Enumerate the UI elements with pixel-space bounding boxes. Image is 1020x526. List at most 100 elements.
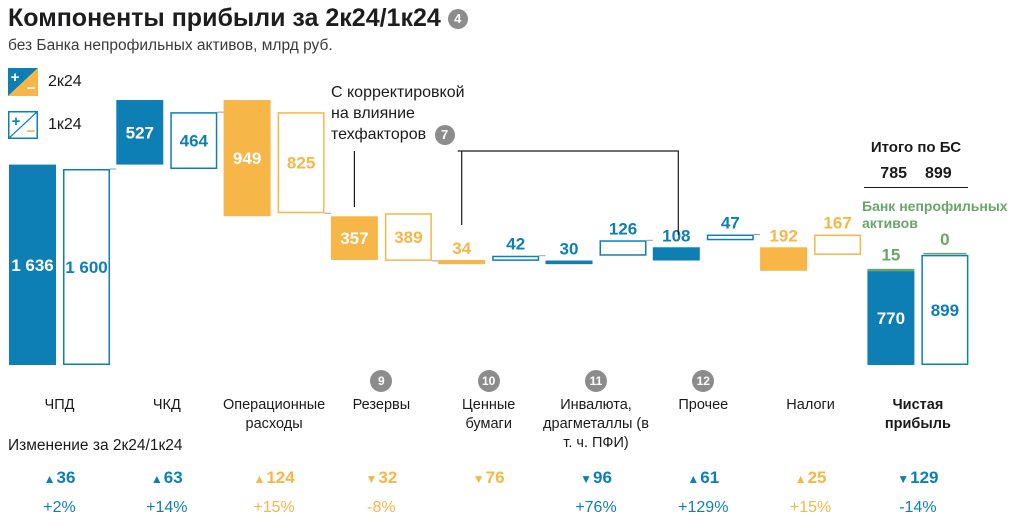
- delta-securities: ▼76: [472, 468, 505, 487]
- totals-title: Итого по БС: [870, 139, 962, 156]
- triangle-up-icon: ▲: [794, 472, 807, 486]
- legend-label: 2к24: [48, 73, 82, 90]
- pct-chkd: +14%: [146, 499, 188, 516]
- data-label-reserves-2k24: 357: [340, 229, 368, 248]
- data-label-other-1k24: 47: [721, 214, 740, 233]
- triangle-up-icon: ▲: [253, 472, 266, 486]
- delta-reserves: ▼32: [365, 468, 398, 487]
- category-badge-fx: 11: [585, 370, 607, 392]
- bar-chkd-1k24: [170, 112, 218, 170]
- bar-taxes-1k24: [814, 234, 862, 255]
- legend-filled-icon: + −: [8, 68, 38, 96]
- npa-label-2k24: 15: [881, 246, 900, 265]
- triangle-up-icon: ▲: [687, 472, 700, 486]
- bar-chpd-2k24: [9, 164, 56, 365]
- data-label-chkd-2k24: 527: [126, 123, 154, 142]
- delta-fx: ▼96: [580, 468, 612, 487]
- pct-opex: +15%: [253, 499, 295, 516]
- pct-reserves: -8%: [367, 499, 396, 516]
- data-label-net-2k24: 770: [877, 309, 905, 328]
- pct-fx: +76%: [575, 499, 617, 516]
- npa-label-1k24: 0: [940, 230, 949, 249]
- bar-reserves-1k24: [384, 213, 432, 261]
- category-label-taxes: Налоги: [786, 397, 835, 413]
- pct-net: -14%: [899, 499, 937, 516]
- bar-reserves-2k24: [330, 216, 378, 261]
- svg-text:+: +: [11, 69, 20, 86]
- bar-fx-2k24: [545, 260, 593, 265]
- bar-opex-2k24: [223, 100, 271, 217]
- bar-securities-2k24: [438, 260, 486, 265]
- category-label-net: Чистая прибыль: [884, 397, 951, 432]
- triangle-down-icon: ▼: [365, 472, 378, 486]
- data-label-fx-2k24: 30: [560, 240, 579, 259]
- category-badge-reserves: 9: [370, 370, 393, 392]
- category-label-securities: Ценные бумаги: [462, 397, 516, 432]
- category-label-other: Прочее: [678, 397, 729, 413]
- category-label-chkd: ЧКД: [152, 397, 181, 413]
- totals-divider: [864, 187, 968, 188]
- delta-net: ▼129: [897, 468, 939, 487]
- note-badge: 7: [434, 124, 455, 145]
- bar-securities-1k24: [492, 255, 540, 261]
- triangle-down-icon: ▼: [472, 472, 485, 486]
- category-badge-securities: 10: [477, 370, 500, 392]
- data-label-securities-2k24: 34: [452, 239, 471, 258]
- npa-label: Банк непрофильных активов: [862, 198, 1008, 231]
- delta-chpd: ▲36: [43, 468, 76, 487]
- svg-text:+: +: [12, 113, 21, 130]
- category-label-opex: Операционные расходы: [222, 397, 326, 432]
- data-label-securities-1k24: 42: [506, 235, 525, 254]
- pct-chpd: +2%: [43, 499, 76, 516]
- title-text: Компоненты прибыли за 2к24/1к24: [8, 4, 441, 32]
- svg-text:−: −: [27, 80, 36, 96]
- triangle-down-icon: ▼: [897, 472, 910, 486]
- bar-chpd-1k24: [63, 169, 110, 365]
- data-label-fx-1k24: 126: [609, 219, 637, 238]
- bar-net-npa-2k24: [867, 268, 915, 272]
- data-label-chkd-1k24: 464: [180, 132, 209, 151]
- data-label-other-2k24: 108: [662, 226, 690, 245]
- data-label-taxes-1k24: 167: [823, 214, 851, 233]
- bar-other-1k24: [706, 234, 754, 241]
- legend-outline-icon: + −: [8, 111, 38, 139]
- legend-item-2k24: + − 2к24: [8, 68, 82, 96]
- delta-chkd: ▲63: [150, 468, 183, 487]
- bar-fx-1k24: [599, 240, 647, 256]
- data-label-chpd-1k24: 1 600: [65, 258, 108, 277]
- data-label-opex-1k24: 825: [287, 154, 315, 173]
- delta-taxes: ▲25: [794, 468, 827, 487]
- totals-block: Итого по БС 785 899: [860, 139, 972, 188]
- bar-chkd-2k24: [116, 100, 164, 165]
- bar-taxes-2k24: [760, 247, 808, 271]
- bar-net-1k24: [921, 254, 969, 365]
- note-line: техфакторов: [331, 126, 427, 143]
- triangle-down-icon: ▼: [580, 472, 592, 486]
- bar-net-2k24: [867, 270, 915, 365]
- note-pointer: [457, 150, 679, 235]
- category-badge-other: 12: [692, 370, 715, 392]
- data-label-opex-2k24: 949: [233, 149, 261, 168]
- legend-label: 1к24: [48, 116, 82, 133]
- data-label-chpd-2k24: 1 636: [11, 256, 54, 275]
- data-label-net-1k24: 899: [931, 301, 959, 320]
- note-line: на влияние: [331, 105, 415, 122]
- change-header: Изменение за 2к24/1к24: [8, 437, 183, 454]
- delta-other: ▲61: [687, 468, 720, 487]
- total-2k24: 785: [880, 165, 907, 182]
- svg-text:−: −: [27, 123, 36, 139]
- data-label-reserves-1k24: 389: [394, 228, 422, 247]
- bar-net-npa-1k24: [923, 252, 967, 255]
- category-label-fx: Инвалюта, драгметаллы (в т. ч. ПФИ): [543, 397, 649, 451]
- pct-taxes: +15%: [789, 499, 832, 516]
- note-line: С корректировкой: [331, 84, 465, 101]
- delta-opex: ▲124: [253, 468, 295, 487]
- pct-other: +129%: [678, 499, 729, 516]
- subtitle: без Банка непрофильных активов, млрд руб…: [8, 37, 333, 54]
- title-footnote-badge: 4: [447, 9, 468, 30]
- page-title: Компоненты прибыли за 2к24/1к24 4: [8, 4, 468, 33]
- triangle-up-icon: ▲: [43, 472, 56, 486]
- legend-item-1k24: + − 1к24: [8, 111, 82, 139]
- bar-opex-1k24: [277, 112, 325, 214]
